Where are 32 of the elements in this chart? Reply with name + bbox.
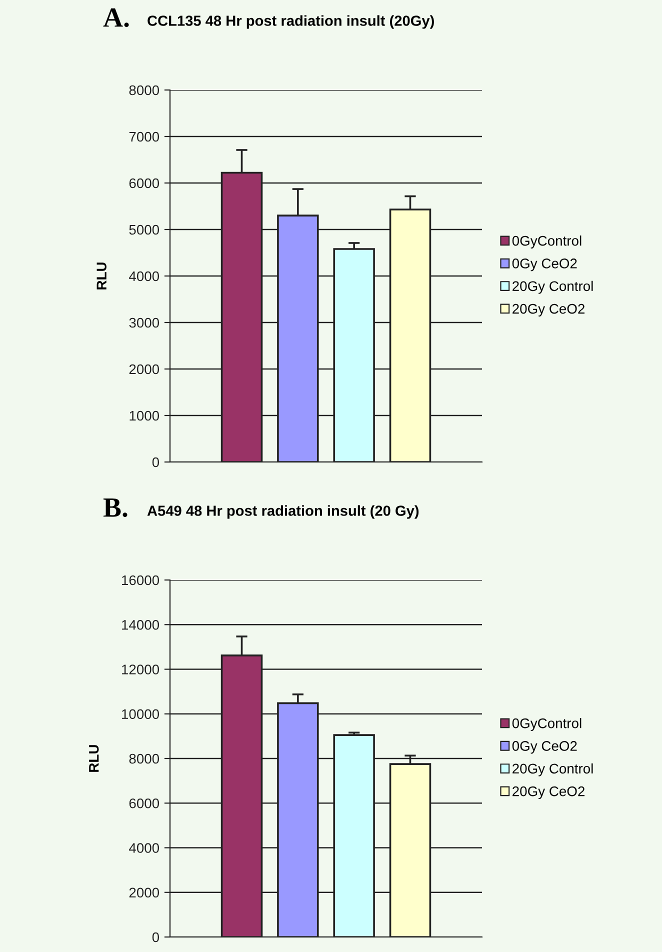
y-tick-label: 6000 bbox=[129, 798, 160, 808]
y-tick-label: 3000 bbox=[129, 318, 160, 328]
y-tick-label: 0 bbox=[152, 932, 160, 942]
y-tick-label: 14000 bbox=[122, 620, 160, 630]
y-tick-label: 10000 bbox=[122, 709, 160, 720]
y-axis-title: RLU bbox=[96, 262, 106, 290]
y-tick-label: 4000 bbox=[129, 843, 160, 853]
text: B. bbox=[103, 498, 128, 518]
y-tick-label: 6000 bbox=[129, 178, 160, 188]
y-tick-label: 4000 bbox=[129, 271, 160, 282]
legend-label: 0Gy CeO2 bbox=[512, 741, 577, 754]
legend-label: 20Gy Control bbox=[512, 763, 593, 776]
y-tick-label: 2000 bbox=[129, 888, 160, 898]
y-tick-label: 12000 bbox=[122, 664, 160, 674]
y-tick-label: 2000 bbox=[129, 364, 160, 374]
legend-label: 20Gy CeO2 bbox=[512, 304, 584, 316]
legend-label: 0GyControl bbox=[512, 718, 582, 731]
text: A. bbox=[103, 8, 129, 28]
y-tick-label: 7000 bbox=[129, 132, 160, 142]
y-tick-label: 5000 bbox=[129, 224, 160, 235]
chart-title: A549 48 Hr post radiation insult (20 Gy) bbox=[147, 505, 419, 519]
legend-label: 0GyControl bbox=[512, 236, 582, 248]
y-tick-label: 16000 bbox=[122, 575, 160, 586]
legend-label: 20Gy CeO2 bbox=[512, 786, 584, 799]
y-axis-title: RLU bbox=[89, 745, 99, 772]
chart-title: CCL135 48 Hr post radiation insult (20Gy) bbox=[148, 15, 434, 29]
legend-label: 0Gy CeO2 bbox=[512, 258, 577, 272]
y-tick-label: 0 bbox=[152, 457, 160, 468]
legend-label: 20Gy Control bbox=[512, 280, 593, 294]
y-tick-label: 8000 bbox=[129, 754, 160, 764]
y-tick-label: 1000 bbox=[130, 410, 160, 421]
y-tick-label: 8000 bbox=[129, 85, 160, 96]
